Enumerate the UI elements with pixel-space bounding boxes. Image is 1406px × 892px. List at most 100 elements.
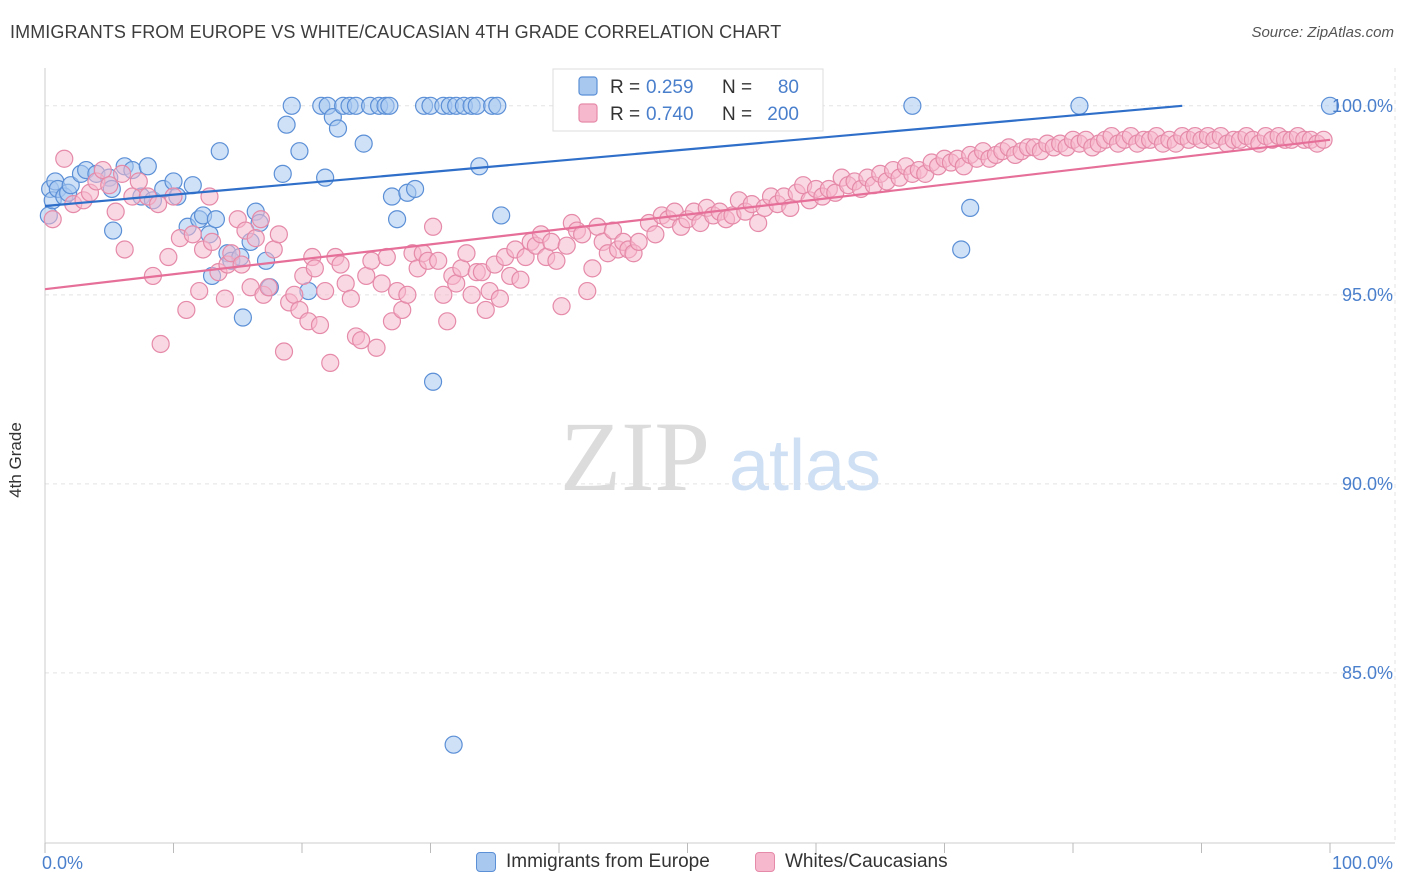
y-tick-label-0: 85.0%: [1342, 663, 1393, 683]
legend-top-n-value-0: 80: [778, 77, 799, 98]
whites-point-57: [357, 266, 376, 286]
legend-label-immigrants: Immigrants from Europe: [506, 851, 710, 872]
immigrants-point-40: [277, 115, 296, 134]
immigrants-point-76: [952, 240, 971, 259]
legend-top-r-value-1: 0.740: [646, 104, 694, 125]
whites-point-42: [285, 285, 304, 304]
legend-top-swatch-1: [578, 103, 598, 123]
whites-point-129: [749, 213, 768, 233]
trend-lines: [44, 104, 1331, 291]
whites-point-53: [336, 274, 355, 293]
immigrants-point-20: [164, 172, 183, 191]
whites-point-49: [316, 281, 335, 301]
whites-point-6: [93, 160, 112, 180]
immigrants-point-79: [1320, 96, 1340, 115]
whites-point-62: [382, 312, 402, 331]
immigrants-point-70: [467, 96, 486, 115]
y-tick-label-1: 90.0%: [1342, 474, 1393, 494]
whites-point-35: [251, 210, 270, 229]
immigrants-point-33: [233, 308, 252, 327]
immigrants-point-48: [328, 119, 348, 138]
legend-swatch-whites: [755, 852, 775, 872]
whites-point-111: [629, 232, 648, 252]
whites-point-72: [434, 285, 453, 304]
x-tick-label-end: 100.0%: [1332, 853, 1393, 873]
whites-point-15: [148, 194, 168, 214]
immigrants-point-77: [961, 198, 980, 217]
legend-label-whites: Whites/Caucasians: [785, 851, 948, 872]
legend-top: R = 0.259 N = 80 R = 0.740 N = 200: [552, 68, 824, 132]
whites-point-58: [362, 251, 381, 270]
whites-point-27: [215, 289, 234, 308]
whites-point-84: [490, 289, 509, 308]
whites-point-40: [274, 342, 294, 361]
whites-point-103: [588, 217, 607, 236]
immigrants-point-17: [138, 157, 157, 176]
whites-point-1: [55, 149, 74, 168]
legend-top-n-label-1: N =: [722, 104, 752, 125]
whites-point-75: [447, 274, 466, 293]
y-tick-label-2: 95.0%: [1342, 285, 1393, 305]
whites-point-97: [557, 236, 576, 255]
whites-point-20: [177, 300, 196, 320]
whites-point-60: [372, 274, 391, 293]
legend-top-r-label-1: R =: [610, 104, 640, 125]
whites-point-11: [123, 187, 142, 206]
whites-point-8: [106, 202, 125, 221]
whites-point-47: [305, 259, 324, 278]
immigrants-point-66: [444, 735, 463, 754]
immigrants-point-29: [210, 142, 229, 161]
immigrants-point-42: [290, 142, 309, 161]
whites-point-10: [115, 240, 134, 259]
immigrants-point-74: [492, 206, 511, 225]
whites-point-71: [429, 251, 448, 270]
whites-point-101: [578, 281, 597, 301]
series-whites-points: [43, 126, 1333, 372]
whites-point-21: [183, 225, 202, 244]
whites-point-70: [423, 217, 443, 236]
x-tick-label-start: 0.0%: [42, 853, 83, 873]
gridlines: [45, 68, 1396, 843]
legend-top-r-value-0: 0.259: [646, 77, 694, 98]
whites-point-96: [552, 297, 571, 316]
whites-point-113: [646, 225, 665, 244]
axes: [44, 68, 1395, 853]
whites-point-22: [190, 281, 209, 301]
legend-item-immigrants: Immigrants from Europe: [476, 851, 710, 873]
whites-point-9: [112, 164, 132, 183]
whites-point-56: [352, 331, 371, 350]
whites-point-7: [100, 176, 119, 195]
watermark-zip: ZIP: [560, 401, 710, 512]
legend-swatch-immigrants: [476, 852, 496, 872]
source-label: Source: ZipAtlas.com: [1251, 24, 1394, 41]
whites-point-17: [159, 247, 178, 267]
immigrants-point-52: [354, 134, 373, 153]
whites-point-25: [202, 232, 222, 252]
immigrants-point-60: [405, 179, 425, 199]
immigrants-point-57: [382, 187, 402, 206]
watermark: ZIP atlas: [560, 401, 881, 512]
trend-line-immigrants: [44, 104, 1183, 208]
whites-point-34: [246, 229, 265, 248]
whites-point-0: [43, 210, 62, 229]
whites-point-59: [367, 338, 386, 357]
whites-point-102: [583, 259, 602, 278]
watermark-atlas: atlas: [729, 426, 881, 506]
immigrants-point-78: [1070, 96, 1089, 115]
y-axis-label: 4th Grade: [6, 422, 25, 498]
whites-point-94: [542, 232, 561, 252]
tick-labels: 85.0% 90.0% 95.0% 100.0% 0.0% 100.0%: [42, 96, 1393, 873]
legend-top-box: [552, 68, 824, 132]
immigrants-point-23: [183, 176, 202, 195]
whites-point-76: [452, 259, 471, 278]
whites-point-39: [269, 225, 288, 244]
immigrants-point-58: [387, 210, 407, 229]
whites-point-29: [222, 244, 241, 263]
immigrants-point-73: [488, 96, 507, 115]
whites-point-16: [151, 334, 170, 354]
whites-point-78: [462, 285, 481, 304]
whites-point-18: [164, 187, 183, 206]
immigrants-point-45: [316, 168, 335, 187]
immigrants-point-39: [273, 164, 292, 183]
